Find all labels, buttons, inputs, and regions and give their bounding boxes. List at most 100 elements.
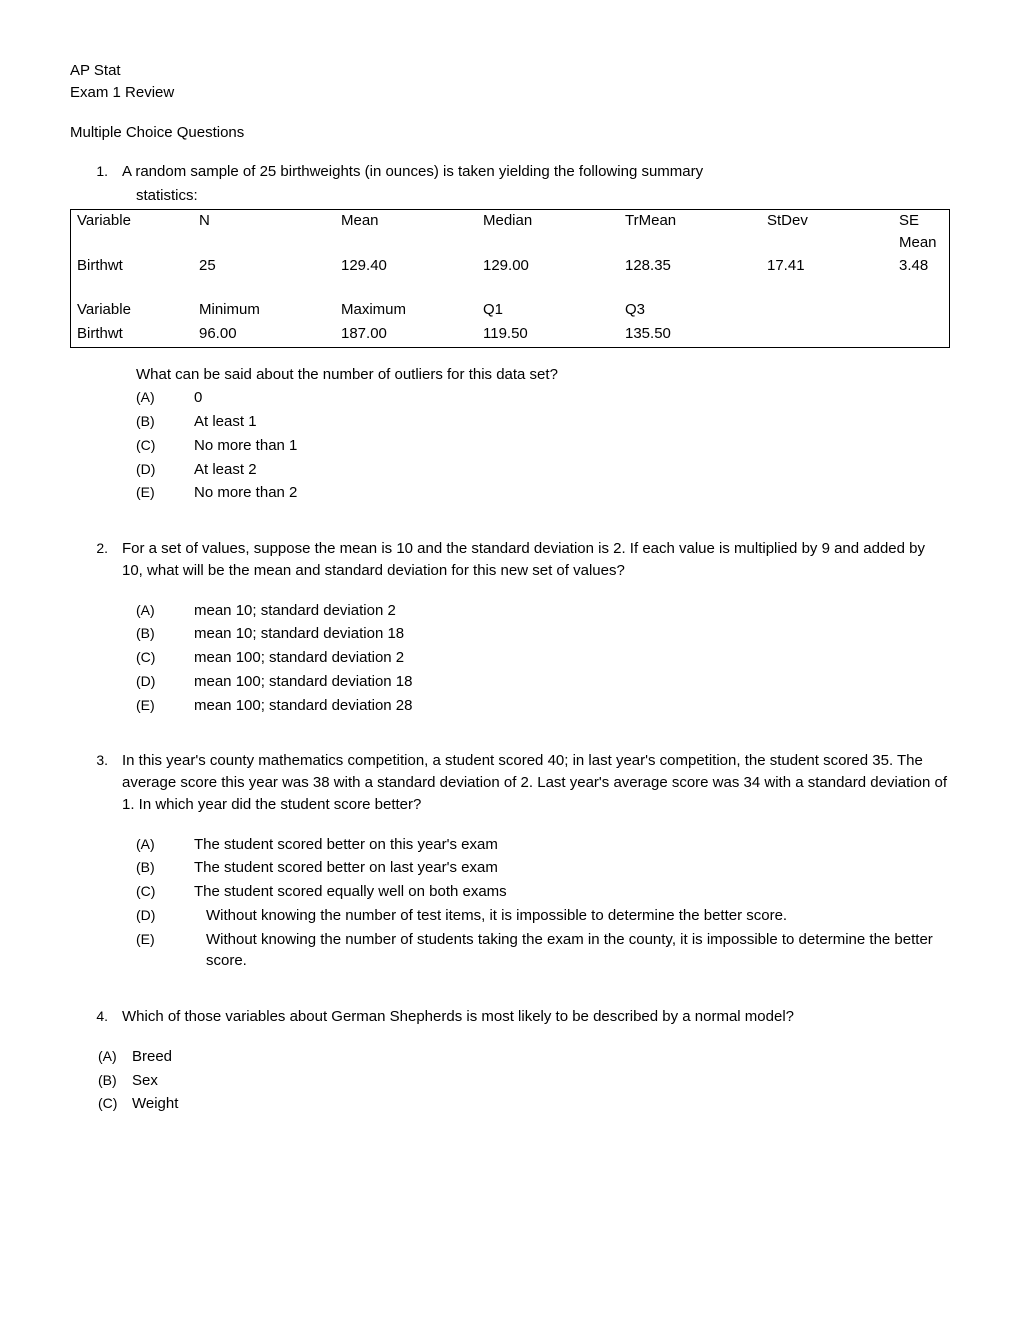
- choice-label: (C): [136, 647, 194, 667]
- cell: Variable: [71, 299, 194, 323]
- choice-text: mean 100; standard deviation 28: [194, 695, 950, 717]
- cell: 119.50: [477, 323, 619, 347]
- table-gap-row: [71, 279, 950, 299]
- cell: 135.50: [619, 323, 761, 347]
- header-line-1: AP Stat: [70, 60, 950, 82]
- choice-text: At least 2: [194, 459, 950, 481]
- cell: Q3: [619, 299, 761, 323]
- cell: Variable: [71, 209, 194, 255]
- choice-e: (E)mean 100; standard deviation 28: [136, 695, 950, 717]
- choice-text: Without knowing the number of test items…: [206, 905, 950, 927]
- q3-text: In this year's county mathematics compet…: [122, 750, 950, 815]
- choice-text: mean 10; standard deviation 2: [194, 600, 950, 622]
- cell: Minimum: [193, 299, 335, 323]
- question-1: 1. A random sample of 25 birthweights (i…: [70, 161, 950, 504]
- cell: 129.40: [335, 255, 477, 279]
- q3-number: 3.: [70, 750, 122, 770]
- cell: [761, 299, 893, 323]
- choice-text: At least 1: [194, 411, 950, 433]
- choice-text: mean 100; standard deviation 2: [194, 647, 950, 669]
- choice-b: (B)The student scored better on last yea…: [136, 857, 950, 879]
- choice-c: (C)The student scored equally well on bo…: [136, 881, 950, 903]
- section-title: Multiple Choice Questions: [70, 122, 950, 144]
- q1-followup: What can be said about the number of out…: [70, 364, 950, 386]
- question-3: 3. In this year's county mathematics com…: [70, 750, 950, 972]
- q1-text-line2: statistics:: [70, 185, 950, 207]
- choice-a: (A)The student scored better on this yea…: [136, 834, 950, 856]
- header-line-2: Exam 1 Review: [70, 82, 950, 104]
- choice-b: (B)mean 10; standard deviation 18: [136, 623, 950, 645]
- table-row: Birthwt 96.00 187.00 119.50 135.50: [71, 323, 950, 347]
- q4-text: Which of those variables about German Sh…: [122, 1006, 950, 1028]
- cell: 3.48: [893, 255, 950, 279]
- choice-label: (A): [136, 387, 194, 407]
- q2-number: 2.: [70, 538, 122, 558]
- choice-c: (C)No more than 1: [136, 435, 950, 457]
- choice-text: Weight: [132, 1093, 178, 1115]
- cell: 187.00: [335, 323, 477, 347]
- choice-text: The student scored equally well on both …: [194, 881, 950, 903]
- cell: 17.41: [761, 255, 893, 279]
- cell: [893, 299, 950, 323]
- choice-label: (D): [136, 671, 194, 691]
- cell: Birthwt: [71, 323, 194, 347]
- doc-header: AP Stat Exam 1 Review: [70, 60, 950, 104]
- choice-d: (D)mean 100; standard deviation 18: [136, 671, 950, 693]
- choice-label: (E): [136, 482, 194, 502]
- choice-label: (E): [136, 929, 206, 949]
- cell: [761, 323, 893, 347]
- choice-label: (B): [98, 1070, 132, 1092]
- choice-c: (C)Weight: [98, 1093, 950, 1115]
- cell: Mean: [335, 209, 477, 255]
- choice-text: The student scored better on last year's…: [194, 857, 950, 879]
- choice-text: The student scored better on this year's…: [194, 834, 950, 856]
- choice-text: No more than 1: [194, 435, 950, 457]
- choice-label: (D): [136, 905, 206, 925]
- choice-e: (E)No more than 2: [136, 482, 950, 504]
- cell: 128.35: [619, 255, 761, 279]
- cell: Maximum: [335, 299, 477, 323]
- choice-text: Without knowing the number of students t…: [206, 929, 950, 973]
- choice-label: (C): [136, 881, 194, 901]
- cell: 25: [193, 255, 335, 279]
- choice-text: Sex: [132, 1070, 158, 1092]
- q1-choices: (A)0 (B)At least 1 (C)No more than 1 (D)…: [70, 387, 950, 504]
- cell: Median: [477, 209, 619, 255]
- choice-text: mean 100; standard deviation 18: [194, 671, 950, 693]
- choice-a: (A)0: [136, 387, 950, 409]
- cell: SE Mean: [893, 209, 950, 255]
- cell: 96.00: [193, 323, 335, 347]
- choice-label: (E): [136, 695, 194, 715]
- choice-label: (B): [136, 411, 194, 431]
- choice-label: (B): [136, 857, 194, 877]
- q1-number: 1.: [70, 161, 122, 181]
- choice-text: 0: [194, 387, 950, 409]
- cell: Birthwt: [71, 255, 194, 279]
- choice-a: (A)Breed: [98, 1046, 950, 1068]
- cell: [893, 323, 950, 347]
- q4-choices: (A)Breed (B)Sex (C)Weight: [70, 1046, 950, 1115]
- choice-d: (D)Without knowing the number of test it…: [136, 905, 950, 927]
- question-2: 2. For a set of values, suppose the mean…: [70, 538, 950, 716]
- q3-choices: (A)The student scored better on this yea…: [70, 834, 950, 973]
- choice-label: (D): [136, 459, 194, 479]
- choice-label: (A): [136, 834, 194, 854]
- cell: Q1: [477, 299, 619, 323]
- cell: StDev: [761, 209, 893, 255]
- cell: 129.00: [477, 255, 619, 279]
- q2-text: For a set of values, suppose the mean is…: [122, 538, 950, 582]
- q2-choices: (A)mean 10; standard deviation 2 (B)mean…: [70, 600, 950, 717]
- q1-text-line1: A random sample of 25 birthweights (in o…: [122, 161, 950, 183]
- choice-text: mean 10; standard deviation 18: [194, 623, 950, 645]
- choice-label: (C): [136, 435, 194, 455]
- choice-label: (A): [98, 1046, 132, 1068]
- cell: N: [193, 209, 335, 255]
- choice-b: (B)Sex: [98, 1070, 950, 1092]
- table-row: Variable Minimum Maximum Q1 Q3: [71, 299, 950, 323]
- q1-stats-table: Variable N Mean Median TrMean StDev SE M…: [70, 209, 950, 348]
- choice-b: (B)At least 1: [136, 411, 950, 433]
- cell: TrMean: [619, 209, 761, 255]
- table-row: Birthwt 25 129.40 129.00 128.35 17.41 3.…: [71, 255, 950, 279]
- choice-a: (A)mean 10; standard deviation 2: [136, 600, 950, 622]
- choice-d: (D)At least 2: [136, 459, 950, 481]
